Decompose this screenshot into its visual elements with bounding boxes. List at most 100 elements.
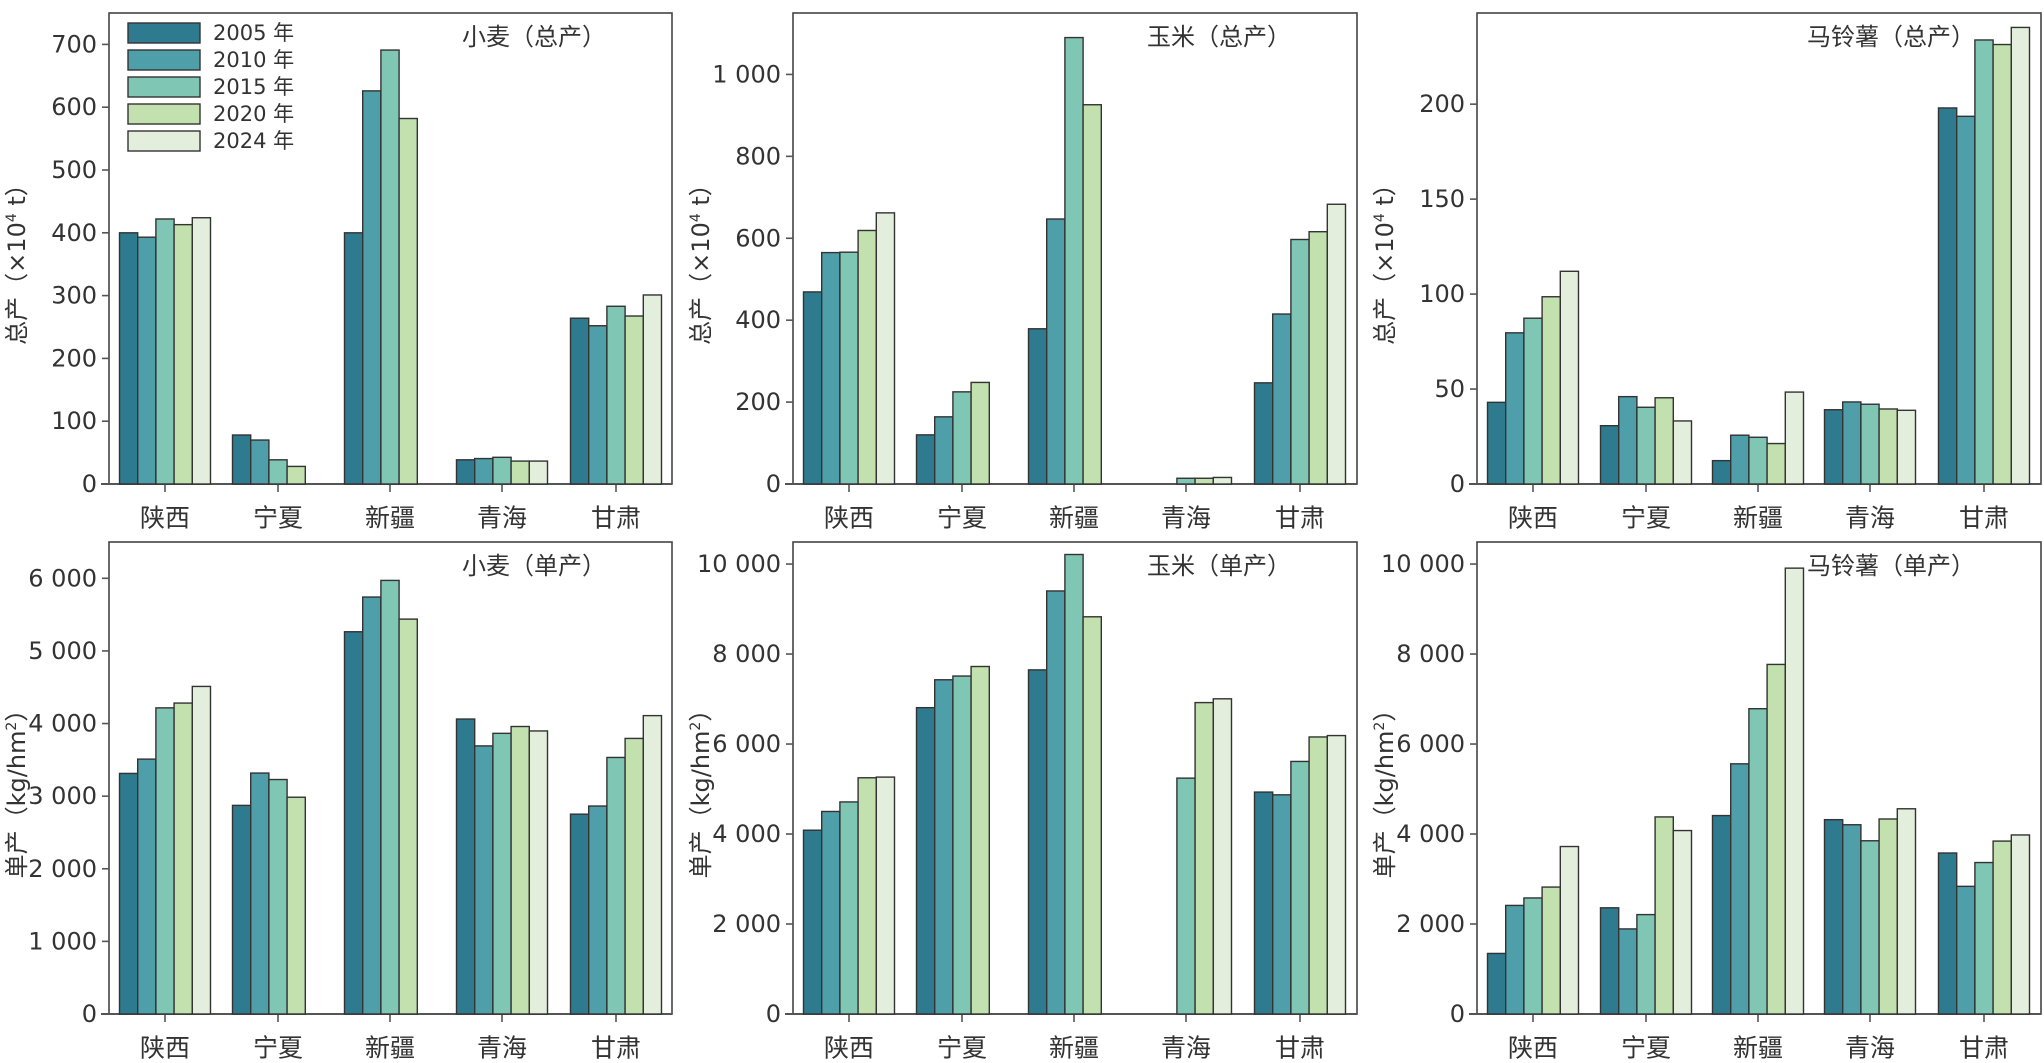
bar-2024-陕西	[875, 212, 896, 485]
bar-2015-青海	[1860, 403, 1880, 485]
y-tick-label: 2 000	[28, 855, 97, 883]
legend-swatch-2024	[127, 130, 201, 152]
y-tick-label: 2 000	[1396, 910, 1465, 938]
y-axis-label-suffix: ）	[1371, 698, 1399, 722]
legend-label: 2010 年	[213, 48, 294, 72]
bar-2010-新疆	[1729, 763, 1750, 1015]
bar-2005-青海	[1823, 409, 1844, 485]
bar-2020-新疆	[398, 618, 419, 1015]
y-tick-label: 800	[735, 142, 781, 170]
panel-title: 小麦（总产）	[462, 23, 606, 51]
y-tick-label: 0	[766, 1000, 781, 1028]
y-tick-label: 700	[51, 30, 97, 58]
bar-2015-青海	[1176, 477, 1196, 485]
y-tick-label: 6 000	[1396, 730, 1465, 758]
bar-2024-甘肃	[2010, 26, 2031, 485]
bar-2010-甘肃	[1955, 885, 1976, 1015]
bar-2020-甘肃	[624, 737, 644, 1015]
bar-2010-甘肃	[588, 325, 608, 485]
bar-2024-青海	[1896, 409, 1917, 485]
y-tick-label: 100	[51, 407, 97, 435]
bar-2024-新疆	[1784, 567, 1805, 1015]
bar-2020-宁夏	[1654, 397, 1674, 485]
y-tick-label: 200	[51, 344, 97, 372]
x-category-label: 陕西	[824, 504, 874, 533]
bar-2015-新疆	[1064, 36, 1084, 485]
bar-2020-宁夏	[1654, 816, 1674, 1015]
bar-2015-陕西	[1523, 897, 1543, 1015]
bar-2020-新疆	[1766, 663, 1786, 1015]
bar-2005-甘肃	[1253, 791, 1274, 1015]
bar-2024-甘肃	[1326, 203, 1347, 485]
y-axis-label-suffix: t）	[3, 172, 31, 213]
bar-2005-陕西	[1486, 401, 1507, 485]
y-tick-label: 0	[766, 470, 781, 498]
y-tick-label: 600	[735, 224, 781, 252]
x-category-label: 宁夏	[1621, 504, 1671, 533]
bar-2005-新疆	[1711, 459, 1732, 485]
y-tick-label: 150	[1419, 185, 1465, 213]
x-category-label: 陕西	[140, 504, 190, 533]
bar-2010-宁夏	[1617, 928, 1638, 1015]
bar-2020-青海	[1194, 701, 1214, 1015]
bar-2015-新疆	[1064, 553, 1084, 1015]
y-axis-label-prefix: 总产（×10	[3, 222, 31, 345]
y-tick-label: 10 000	[1381, 550, 1465, 578]
panel-title: 马铃薯（总产）	[1807, 23, 1975, 51]
x-category-label: 陕西	[824, 1034, 874, 1063]
x-category-label: 新疆	[1733, 504, 1783, 533]
bar-2024-青海	[528, 730, 549, 1015]
bar-2010-宁夏	[934, 416, 954, 485]
x-category-label: 新疆	[1733, 1034, 1783, 1063]
y-tick-label: 400	[735, 306, 781, 334]
bar-2020-甘肃	[1308, 231, 1328, 485]
bar-2015-陕西	[1523, 317, 1543, 485]
bar-2010-新疆	[362, 90, 382, 485]
chart-panel-1: 0 100 200 300 400 500 600 700 总产（×104 t） 陕西 宁夏 新疆 青海…	[3, 12, 673, 533]
y-axis-label: 总产（×104 t）	[1371, 172, 1399, 345]
y-axis-label-superscript: 4	[688, 213, 704, 222]
bar-2005-宁夏	[1599, 907, 1620, 1015]
x-category-label: 陕西	[1508, 1034, 1558, 1063]
bar-2015-青海	[492, 456, 512, 485]
bar-2015-甘肃	[606, 305, 626, 485]
bar-2010-青海	[474, 745, 494, 1015]
y-axis-label-suffix: ）	[3, 698, 31, 722]
bar-2015-青海	[492, 732, 512, 1015]
bar-2015-甘肃	[1974, 39, 1994, 485]
bar-2005-宁夏	[1599, 424, 1620, 485]
x-category-label: 青海	[477, 1034, 527, 1063]
y-tick-label: 4 000	[712, 820, 781, 848]
y-tick-label: 5 000	[28, 637, 97, 665]
bar-2020-甘肃	[624, 315, 644, 485]
chart-panel-3: 0 50 100 150 200 总产（×104 t） 陕西 宁夏 新疆 青海 甘肃 马铃薯（总产）	[1371, 12, 2042, 533]
bar-2015-新疆	[380, 579, 400, 1015]
y-axis-label-prefix: 单产（kg/hm	[1371, 731, 1399, 879]
y-tick-label: 8 000	[1396, 640, 1465, 668]
bar-2015-宁夏	[268, 459, 288, 485]
y-tick-label: 0	[82, 470, 97, 498]
y-axis-label: 单产（kg/hm2）	[3, 698, 31, 879]
bar-2010-陕西	[821, 810, 841, 1015]
bar-2005-新疆	[1711, 814, 1732, 1015]
bar-2015-新疆	[380, 49, 400, 485]
bar-2010-陕西	[1504, 332, 1525, 485]
bar-2005-新疆	[343, 631, 364, 1015]
y-axis-label-superscript: 2	[4, 722, 20, 731]
bar-2010-青海	[474, 457, 494, 485]
bar-2005-新疆	[343, 232, 364, 485]
bar-2024-甘肃	[642, 714, 663, 1015]
panel-title: 小麦（单产）	[462, 552, 606, 580]
bar-2005-陕西	[802, 829, 823, 1015]
x-category-label: 青海	[1161, 1034, 1211, 1063]
bar-2015-宁夏	[1636, 406, 1656, 485]
bar-2005-陕西	[1486, 952, 1507, 1015]
bar-2015-甘肃	[606, 756, 626, 1015]
x-category-label: 宁夏	[253, 1034, 303, 1063]
bar-2020-甘肃	[1992, 840, 2012, 1015]
x-category-label: 青海	[1845, 504, 1895, 533]
panel-title: 玉米（总产）	[1147, 23, 1291, 51]
bar-2020-陕西	[1541, 886, 1561, 1015]
x-category-label: 甘肃	[1275, 1034, 1325, 1063]
bar-2010-甘肃	[588, 805, 608, 1015]
